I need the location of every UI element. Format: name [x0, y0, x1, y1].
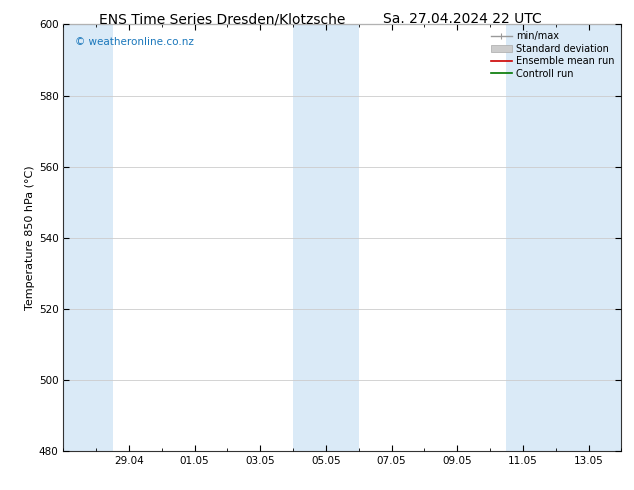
- Text: © weatheronline.co.nz: © weatheronline.co.nz: [75, 37, 193, 48]
- Legend: min/max, Standard deviation, Ensemble mean run, Controll run: min/max, Standard deviation, Ensemble me…: [489, 29, 616, 80]
- Text: ENS Time Series Dresden/Klotzsche: ENS Time Series Dresden/Klotzsche: [99, 12, 345, 26]
- Text: Sa. 27.04.2024 22 UTC: Sa. 27.04.2024 22 UTC: [384, 12, 542, 26]
- Bar: [63, 24, 113, 451]
- Bar: [507, 24, 621, 451]
- Y-axis label: Temperature 850 hPa (°C): Temperature 850 hPa (°C): [25, 165, 35, 310]
- Bar: [293, 24, 359, 451]
